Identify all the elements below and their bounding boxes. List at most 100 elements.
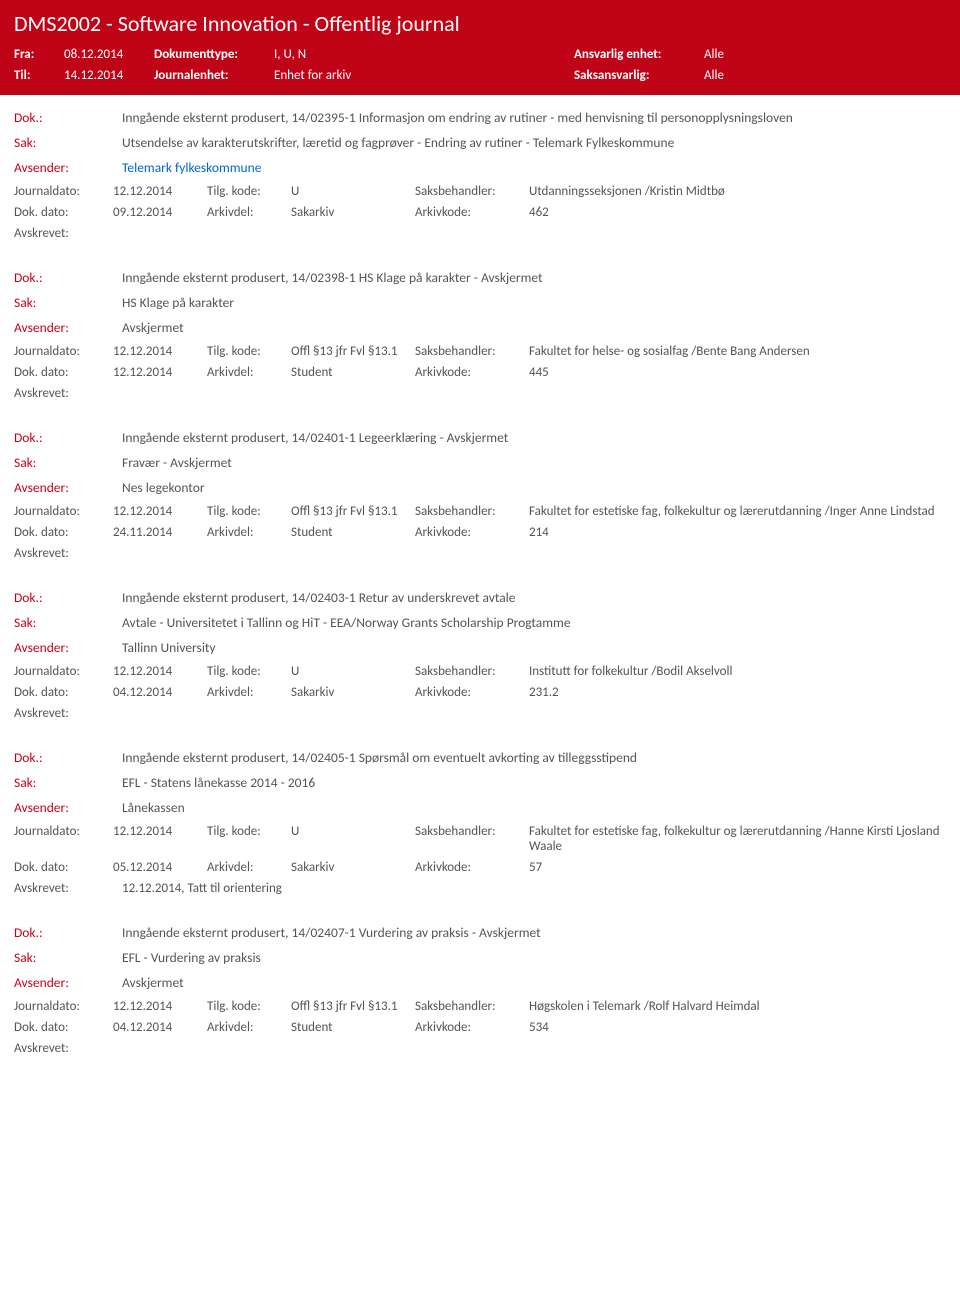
journaldato-label: Journaldato: [14,824,109,839]
dok-value: Inngående eksternt produsert, 14/02407-1… [122,924,541,941]
journaldato-label: Journaldato: [14,664,109,679]
avskrevet-label: Avskrevet: [14,1041,122,1056]
tilgkode-value: U [291,184,411,199]
dok-value: Inngående eksternt produsert, 14/02395-1… [122,109,793,126]
sak-label: Sak: [14,774,122,791]
journaldato-label: Journaldato: [14,184,109,199]
tilgkode-label: Tilg. kode: [207,999,287,1014]
dok-value: Inngående eksternt produsert, 14/02403-1… [122,589,516,606]
journaldato-value: 12.12.2014 [113,664,203,679]
tilgkode-label: Tilg. kode: [207,184,287,199]
saksansvarlig-label: Saksansvarlig: [574,68,704,83]
arkivdel-label: Arkivdel: [207,365,287,380]
journaldato-value: 12.12.2014 [113,999,203,1014]
journal-entry: Dok.: Inngående eksternt produsert, 14/0… [0,735,960,910]
ansvarlig-label: Ansvarlig enhet: [574,47,704,62]
sak-label: Sak: [14,134,122,151]
journalenhet-value: Enhet for arkiv [274,68,574,83]
avsender-label: Avsender: [14,639,122,656]
sak-label: Sak: [14,294,122,311]
arkivdel-value: Student [291,1020,411,1035]
arkivkode-label: Arkivkode: [415,685,525,700]
avsender-value: Avskjermet [122,319,184,336]
avsender-value[interactable]: Telemark fylkeskommune [122,159,261,176]
tilgkode-label: Tilg. kode: [207,664,287,679]
dokdato-label: Dok. dato: [14,365,109,380]
dokdato-value: 05.12.2014 [113,860,203,875]
tilgkode-label: Tilg. kode: [207,824,287,839]
tilgkode-label: Tilg. kode: [207,344,287,359]
journal-entry: Dok.: Inngående eksternt produsert, 14/0… [0,255,960,415]
dokdato-value: 12.12.2014 [113,365,203,380]
page-title: DMS2002 - Software Innovation - Offentli… [14,10,946,37]
page-header: DMS2002 - Software Innovation - Offentli… [0,0,960,95]
dok-label: Dok.: [14,749,122,766]
dokdato-label: Dok. dato: [14,685,109,700]
tilgkode-value: Offl §13 jfr Fvl §13.1 [291,504,411,519]
saksbehandler-value: Høgskolen i Telemark /Rolf Halvard Heimd… [529,999,946,1014]
tilgkode-value: Offl §13 jfr Fvl §13.1 [291,344,411,359]
dok-label: Dok.: [14,429,122,446]
journaldato-value: 12.12.2014 [113,344,203,359]
dokdato-label: Dok. dato: [14,525,109,540]
sak-value: Utsendelse av karakterutskrifter, læreti… [122,134,674,151]
avsender-value: Avskjermet [122,974,184,991]
arkivkode-label: Arkivkode: [415,1020,525,1035]
avsender-label: Avsender: [14,799,122,816]
sak-value: Avtale - Universitetet i Tallinn og HiT … [122,614,571,631]
avsender-label: Avsender: [14,319,122,336]
avsender-label: Avsender: [14,974,122,991]
sak-label: Sak: [14,949,122,966]
arkivdel-value: Sakarkiv [291,685,411,700]
dok-label: Dok.: [14,589,122,606]
sak-value: HS Klage på karakter [122,294,234,311]
journaldato-label: Journaldato: [14,999,109,1014]
arkivkode-value: 462 [529,205,946,220]
dok-label: Dok.: [14,109,122,126]
sak-value: EFL - Statens lånekasse 2014 - 2016 [122,774,315,791]
saksbehandler-label: Saksbehandler: [415,999,525,1014]
arkivkode-label: Arkivkode: [415,525,525,540]
arkivdel-value: Sakarkiv [291,205,411,220]
avsender-value: Lånekassen [122,799,185,816]
til-value: 14.12.2014 [64,68,154,83]
tilgkode-value: U [291,824,411,839]
arkivkode-value: 57 [529,860,946,875]
arkivkode-label: Arkivkode: [415,205,525,220]
sak-value: Fravær - Avskjermet [122,454,232,471]
arkivkode-label: Arkivkode: [415,365,525,380]
arkivkode-value: 534 [529,1020,946,1035]
avskrevet-label: Avskrevet: [14,226,122,241]
arkivdel-label: Arkivdel: [207,525,287,540]
dokdato-value: 09.12.2014 [113,205,203,220]
arkivdel-label: Arkivdel: [207,860,287,875]
arkivdel-label: Arkivdel: [207,1020,287,1035]
saksbehandler-label: Saksbehandler: [415,504,525,519]
journaldato-value: 12.12.2014 [113,504,203,519]
journal-entry: Dok.: Inngående eksternt produsert, 14/0… [0,575,960,735]
avskrevet-value: 12.12.2014, Tatt til orientering [122,881,282,896]
dokdato-label: Dok. dato: [14,860,109,875]
tilgkode-value: Offl §13 jfr Fvl §13.1 [291,999,411,1014]
saksbehandler-value: Utdanningsseksjonen /Kristin Midtbø [529,184,946,199]
dokdato-label: Dok. dato: [14,205,109,220]
saksansvarlig-value: Alle [704,68,804,83]
saksbehandler-label: Saksbehandler: [415,664,525,679]
arkivdel-value: Student [291,525,411,540]
arkivkode-value: 214 [529,525,946,540]
dok-label: Dok.: [14,924,122,941]
avsender-label: Avsender: [14,159,122,176]
avskrevet-label: Avskrevet: [14,706,122,721]
saksbehandler-label: Saksbehandler: [415,344,525,359]
journaldato-value: 12.12.2014 [113,824,203,839]
dokdato-value: 24.11.2014 [113,525,203,540]
arkivdel-value: Sakarkiv [291,860,411,875]
avskrevet-label: Avskrevet: [14,546,122,561]
header-meta-grid: Fra: 08.12.2014 Dokumenttype: I, U, N An… [14,47,946,83]
sak-label: Sak: [14,454,122,471]
arkivdel-label: Arkivdel: [207,205,287,220]
fra-value: 08.12.2014 [64,47,154,62]
dok-value: Inngående eksternt produsert, 14/02405-1… [122,749,637,766]
dokdato-value: 04.12.2014 [113,685,203,700]
fra-label: Fra: [14,47,64,62]
